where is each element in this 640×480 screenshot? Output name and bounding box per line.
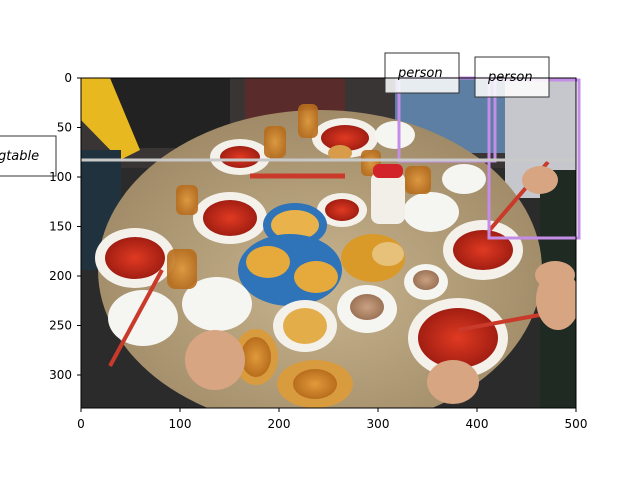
- y-tick-label: 300: [49, 368, 72, 382]
- detection-overlay: person person diningtable: [0, 52, 581, 240]
- x-tick-label: 300: [367, 417, 390, 431]
- x-tick-label: 500: [565, 417, 588, 431]
- axes-frame: [80, 77, 577, 409]
- x-tick-label: 400: [466, 417, 489, 431]
- y-tick-label: 0: [64, 71, 72, 85]
- y-tick-label: 100: [49, 170, 72, 184]
- y-tick-label: 150: [49, 220, 72, 234]
- x-tick-label: 200: [268, 417, 291, 431]
- y-tick-label: 50: [57, 121, 72, 135]
- diningtable-label: diningtable: [0, 149, 39, 164]
- y-axis: 0 50 100 150 200 250 300: [49, 71, 81, 382]
- person-label-1: person: [397, 66, 443, 81]
- x-tick-label: 100: [169, 417, 192, 431]
- person-label-box-1: [384, 52, 460, 94]
- photo: [81, 78, 576, 408]
- x-tick-label: 0: [77, 417, 85, 431]
- x-axis: 0 100 200 300 400 500: [77, 408, 587, 431]
- y-tick-label: 200: [49, 269, 72, 283]
- diningtable-label-box: [0, 135, 57, 177]
- y-tick-label: 250: [49, 319, 72, 333]
- person-label-box-2: [474, 56, 550, 98]
